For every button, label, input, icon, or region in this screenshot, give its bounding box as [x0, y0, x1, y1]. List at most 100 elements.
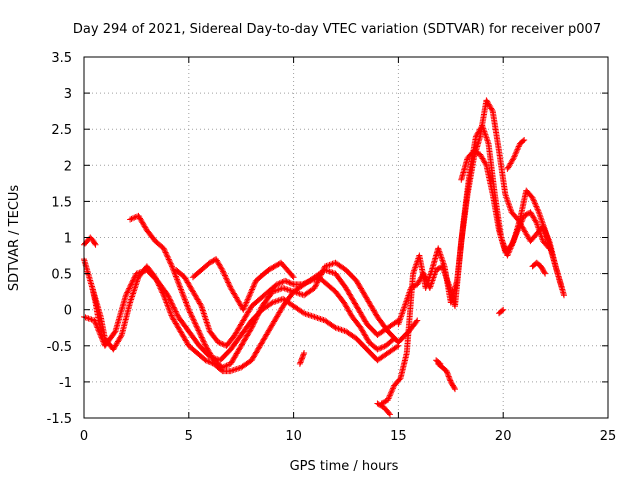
- data-point-series-E: [249, 285, 256, 292]
- data-point-series-G: [431, 271, 438, 278]
- data-point-series-D: [303, 279, 310, 286]
- data-point-series-C: [326, 261, 333, 268]
- data-point-series-C: [292, 289, 299, 296]
- data-point-series-B: [271, 318, 278, 325]
- data-point-series-A: [331, 323, 338, 330]
- data-point-series-B: [329, 269, 336, 276]
- data-point-series-C: [220, 363, 227, 370]
- data-point-series-C: [184, 302, 191, 309]
- data-point-series-B: [271, 317, 278, 324]
- data-point-series-E: [247, 289, 254, 296]
- data-point-series-G: [545, 235, 552, 242]
- data-point-series-C: [367, 302, 374, 309]
- data-point-series-C: [235, 346, 242, 353]
- data-point-series-E: [219, 268, 226, 275]
- data-point-series-E: [219, 266, 226, 273]
- data-point-series-A: [320, 317, 327, 324]
- data-point-fragment-0: [91, 240, 98, 247]
- data-point-series-C: [192, 320, 199, 327]
- data-point-series-C: [193, 323, 200, 330]
- data-point-series-A: [394, 343, 401, 350]
- data-point-series-G: [504, 198, 511, 205]
- data-point-series-E: [244, 298, 251, 305]
- data-point-series-H: [519, 217, 526, 224]
- data-point-series-C: [163, 252, 170, 259]
- data-point-fragment-2: [299, 354, 306, 361]
- x-tick-label: 20: [495, 429, 512, 444]
- data-point-series-H: [546, 245, 553, 252]
- data-point-series-G: [434, 266, 441, 273]
- data-point-series-A: [316, 315, 323, 322]
- data-point-series-B: [346, 291, 353, 298]
- data-point-series-C: [200, 338, 207, 345]
- data-point-series-F: [482, 133, 489, 140]
- data-point-series-G: [488, 106, 495, 113]
- data-point-series-C: [230, 355, 237, 362]
- data-point-series-C: [296, 290, 303, 297]
- data-point-series-F: [539, 219, 546, 226]
- data-point-series-B: [229, 367, 236, 374]
- data-point-series-B: [258, 340, 265, 347]
- data-point-series-C: [247, 326, 254, 333]
- data-point-series-C: [356, 282, 363, 289]
- data-point-series-B: [362, 318, 369, 325]
- data-point-series-H: [515, 225, 522, 232]
- data-point-series-C: [241, 336, 248, 343]
- data-point-series-E: [289, 273, 296, 280]
- data-point-series-D: [217, 340, 224, 347]
- y-tick-label: -0.5: [47, 340, 72, 355]
- data-point-series-E: [245, 293, 252, 300]
- data-point-series-C: [275, 286, 282, 293]
- data-point-series-D: [279, 279, 286, 286]
- data-point-series-G: [400, 306, 407, 313]
- data-point-series-D: [286, 279, 293, 286]
- data-point-series-B: [152, 275, 159, 282]
- data-point-series-B: [268, 323, 275, 330]
- data-point-series-C: [253, 315, 260, 322]
- data-point-fragment-3: [444, 369, 451, 376]
- y-tick-label: 3: [64, 87, 72, 102]
- data-point-series-D: [374, 346, 381, 353]
- data-point-series-A: [169, 301, 176, 308]
- data-point-series-C: [129, 215, 136, 222]
- y-tick-label: 1.5: [51, 195, 72, 210]
- data-point-series-A: [308, 312, 315, 319]
- data-point-series-A: [269, 299, 276, 306]
- data-point-series-A: [337, 326, 344, 333]
- data-point-series-H: [508, 241, 515, 248]
- data-point-series-A: [317, 315, 324, 322]
- data-point-series-C: [363, 295, 370, 302]
- data-point-series-C: [353, 277, 360, 284]
- data-point-fragment-6: [509, 156, 516, 163]
- plot-border: [83, 56, 609, 419]
- y-axis-label: SDTVAR / TECUs: [7, 185, 22, 292]
- data-point-series-G: [398, 312, 405, 319]
- data-point-series-B: [154, 279, 161, 286]
- data-point-series-A: [307, 312, 314, 319]
- data-point-series-C: [354, 280, 361, 287]
- data-point-series-G: [542, 229, 549, 236]
- data-point-series-C: [272, 287, 279, 294]
- data-point-series-B: [156, 283, 163, 290]
- data-point-series-B: [356, 308, 363, 315]
- data-point-series-E: [242, 302, 249, 309]
- data-point-series-B: [165, 305, 172, 312]
- data-point-series-C: [320, 266, 327, 273]
- data-point-series-C: [328, 261, 335, 268]
- data-point-series-G: [435, 265, 442, 272]
- data-point-fragment-6: [520, 137, 527, 144]
- data-point-series-C: [161, 246, 168, 253]
- data-point-series-C: [363, 294, 370, 301]
- data-point-series-C: [199, 337, 206, 344]
- data-point-series-C: [231, 354, 238, 361]
- data-point-series-C: [369, 306, 376, 313]
- data-point-series-F: [396, 376, 403, 383]
- data-point-series-C: [185, 305, 192, 312]
- data-point-series-C: [190, 316, 197, 323]
- data-point-series-G: [422, 274, 429, 281]
- data-point-series-C: [167, 259, 174, 266]
- data-point-series-E: [242, 300, 249, 307]
- data-point-series-C: [360, 289, 367, 296]
- data-point-series-C: [295, 290, 302, 297]
- data-point-series-F: [484, 137, 491, 144]
